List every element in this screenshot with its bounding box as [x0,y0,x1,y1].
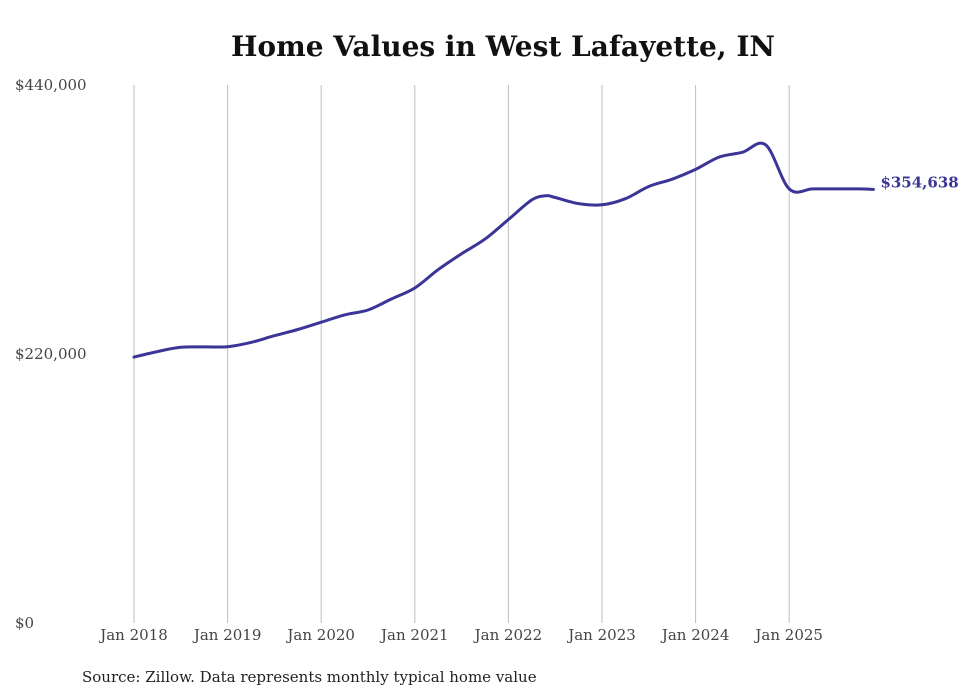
end-value-label: $354,638 [880,173,958,191]
x-tick-label-0: Jan 2018 [98,626,168,644]
y-tick-label-1: $220,000 [15,345,87,363]
x-tick-label-7: Jan 2025 [753,626,823,644]
x-axis-tick-labels: Jan 2018 Jan 2019 Jan 2020 Jan 2021 Jan 2022… [98,626,823,644]
gridlines [133,85,790,623]
x-tick-label-1: Jan 2019 [192,626,262,644]
chart-title: Home Values in West Lafayette, IN [230,30,776,63]
x-tick-label-3: Jan 2021 [379,626,449,644]
end-value-label-group: $354,638 [880,173,958,191]
y-axis-tick-labels: $0 $220,000 $440,000 [15,76,87,632]
x-tick-label-6: Jan 2024 [660,626,730,644]
x-tick-label-2: Jan 2020 [285,626,355,644]
y-tick-label-0: $0 [15,614,34,632]
source-note: Source: Zillow. Data represents monthly … [82,668,537,686]
series-line-group [132,141,875,359]
x-tick-label-5: Jan 2023 [566,626,636,644]
series-line [132,141,875,359]
x-tick-label-4: Jan 2022 [473,626,543,644]
y-tick-label-2: $440,000 [15,76,87,94]
